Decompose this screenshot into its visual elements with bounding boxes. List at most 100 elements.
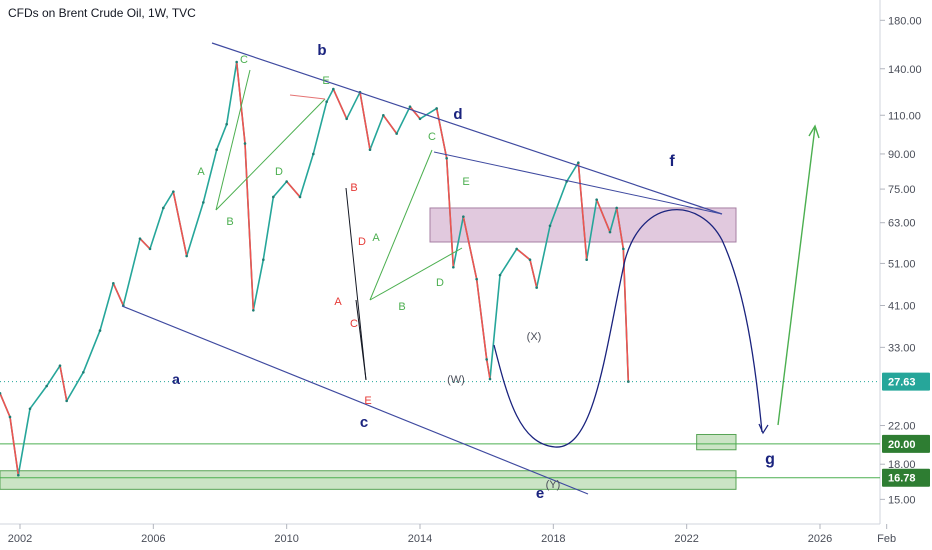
price-point: [332, 87, 335, 91]
subwave-label: D: [275, 166, 283, 178]
price-point: [262, 258, 265, 261]
price-point: [17, 473, 20, 477]
price-point: [445, 156, 448, 160]
price-down-segment: [0, 393, 11, 418]
x-tick-label: 2026: [808, 533, 832, 545]
forecast-curve: [493, 209, 763, 448]
price-down-segment: [595, 199, 611, 233]
price-point: [485, 358, 488, 361]
price-point: [172, 190, 175, 193]
y-tick-label: 63.00: [888, 218, 916, 230]
price-point: [462, 215, 465, 218]
price-down-segment: [622, 248, 630, 382]
price-point: [325, 100, 328, 104]
price-down-segment: [359, 92, 371, 150]
price-down-segment: [485, 359, 491, 380]
subwave-label: D: [358, 236, 366, 248]
price-down-segment: [235, 61, 246, 144]
x-tick-label: 2010: [274, 533, 298, 545]
price-point: [82, 370, 85, 374]
subwave-label: A: [197, 166, 205, 178]
price-down-segment: [382, 114, 398, 135]
triangle-upper-line: [433, 151, 723, 215]
rebound-arrow-head: [808, 124, 820, 139]
price-point: [577, 161, 580, 165]
price-point: [418, 117, 422, 121]
price-point: [368, 148, 372, 152]
wave-green-line: [215, 98, 326, 211]
subwave-label: A: [372, 232, 380, 244]
subwave-label: C: [240, 54, 248, 66]
level-badge-16-78-bg: [882, 468, 930, 487]
price-down-segment: [409, 106, 421, 120]
price-point: [312, 152, 315, 156]
price-down-segment: [445, 158, 455, 268]
price-point: [608, 230, 612, 234]
price-point: [202, 201, 205, 204]
wave-label-x: (X): [527, 331, 542, 343]
price-down-segment: [172, 191, 188, 257]
wave-label-w: (W): [447, 374, 465, 386]
price-down-segment: [529, 259, 538, 288]
price-point: [548, 224, 552, 228]
chart-title: CFDs on Brent Crude Oil, 1W, TVC: [8, 6, 196, 20]
rebound-arrow-line: [777, 126, 816, 426]
x-tick-label: 2018: [541, 533, 565, 545]
price-point: [395, 132, 398, 135]
price-point: [528, 258, 532, 261]
price-down-segment: [332, 88, 348, 120]
price-down-segment: [615, 207, 625, 250]
wave-label-e: e: [536, 485, 544, 502]
wave-green-line: [369, 247, 463, 301]
zone-green-2: [0, 470, 737, 490]
price-down-segment: [516, 248, 531, 261]
price-down-segment: [462, 216, 478, 280]
price-down-segment: [59, 365, 68, 402]
price-point: [252, 308, 255, 312]
price-point: [535, 286, 538, 289]
price-point: [65, 399, 68, 403]
price-point: [45, 384, 48, 388]
price-down-segment: [139, 238, 151, 250]
price-point: [452, 265, 455, 269]
price-point: [272, 195, 275, 199]
wave-label-f: f: [669, 153, 675, 170]
price-point: [185, 254, 188, 258]
subwave-label: C: [350, 318, 358, 330]
price-point: [112, 282, 115, 285]
last-price-badge-bg: [882, 372, 930, 391]
price-point: [498, 273, 502, 277]
price-point: [138, 237, 142, 240]
price-point: [595, 198, 598, 201]
price-point: [627, 380, 630, 383]
wave-label-y: (Y): [546, 479, 561, 491]
subwave-label: E: [462, 176, 469, 188]
price-down-segment: [112, 282, 125, 306]
last-price-badge-text: 27.63: [888, 377, 916, 389]
subwave-label: B: [398, 301, 405, 313]
wave-black-line: [355, 299, 367, 381]
y-tick-label: 140.00: [888, 64, 922, 76]
price-point: [148, 247, 152, 251]
price-down-segment: [244, 143, 255, 311]
x-tick-label: 2006: [141, 533, 165, 545]
y-tick-label: 41.00: [888, 301, 916, 313]
y-tick-label: 22.00: [888, 421, 916, 433]
y-tick-label: 15.00: [888, 494, 916, 506]
price-down-segment: [435, 108, 448, 159]
price-point: [435, 107, 438, 110]
price-point: [98, 329, 102, 332]
price-down-segment: [577, 162, 588, 260]
subwave-label: E: [322, 75, 329, 87]
subwave-label: A: [334, 296, 342, 308]
y-tick-label: 75.00: [888, 184, 916, 196]
lower-trend-line: [121, 305, 589, 495]
price-point: [0, 392, 2, 395]
wave-black-line: [345, 187, 367, 381]
price-point: [408, 105, 412, 108]
subwave-label: D: [436, 277, 444, 289]
y-tick-label: 110.00: [888, 110, 921, 122]
y-tick-label: 51.00: [888, 258, 916, 270]
